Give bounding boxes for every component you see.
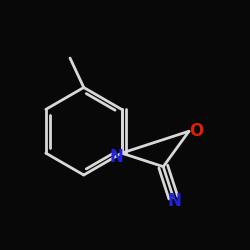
Text: O: O bbox=[189, 122, 203, 140]
Text: N: N bbox=[109, 148, 123, 166]
Text: N: N bbox=[168, 192, 181, 210]
